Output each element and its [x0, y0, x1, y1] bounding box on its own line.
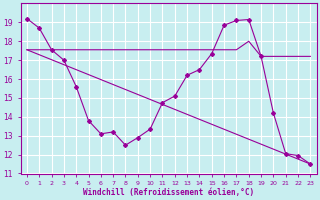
X-axis label: Windchill (Refroidissement éolien,°C): Windchill (Refroidissement éolien,°C)	[83, 188, 254, 197]
